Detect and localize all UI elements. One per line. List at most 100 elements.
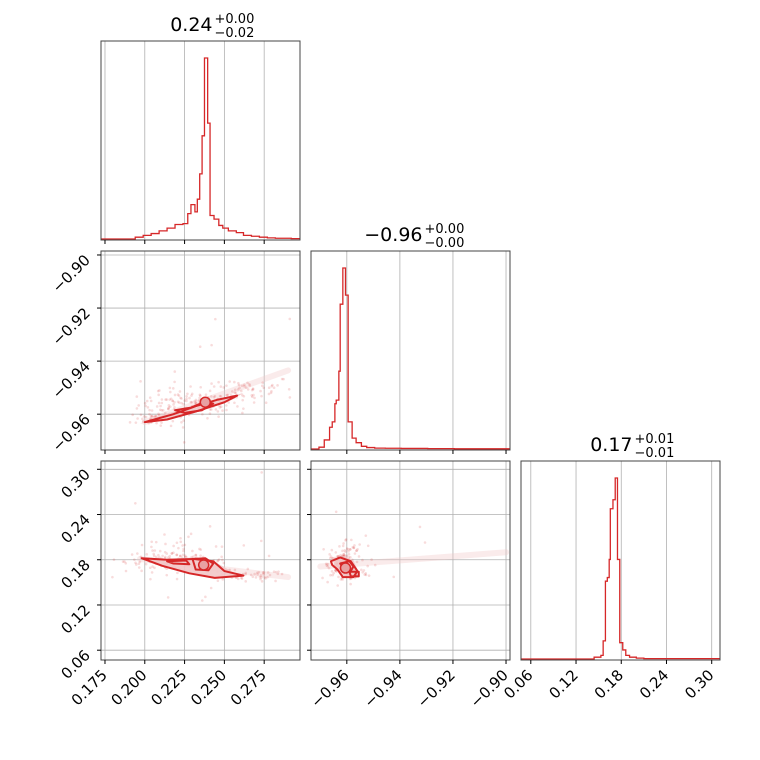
sample-point [259,389,262,393]
sample-point [354,549,358,552]
sample-point [233,388,237,392]
sample-point [249,573,253,577]
sample-point [287,388,291,391]
sample-point [212,395,216,399]
sample-point [233,568,237,572]
sample-point [238,386,241,390]
histogram-title-2: 0.17 +0.01−0.01 [590,432,674,461]
sample-point [192,555,195,558]
sample-point [160,401,164,405]
sample-point [214,545,218,548]
grid-lines [530,461,713,660]
sample-point [253,396,256,400]
sample-point [138,560,142,564]
sample-point [201,412,204,416]
sample-point [145,553,149,556]
sample-point [253,572,256,576]
sample-point [154,414,157,418]
sample-point [185,397,188,401]
sample-point [150,415,154,418]
sample-point [348,547,352,551]
sample-point [112,558,116,561]
sample-point [171,399,174,403]
sample-point [324,562,328,566]
sample-point [128,421,132,424]
sample-point [392,575,396,579]
sample-point [373,563,377,567]
sample-point [342,542,345,545]
sample-point [185,399,188,403]
sample-point [251,387,255,391]
sample-point [244,571,248,575]
sample-point [159,408,162,412]
sample-point [259,574,263,577]
sample-point [236,405,239,408]
sample-point [209,395,213,398]
sample-point [270,384,274,388]
sample-point [226,393,230,397]
sample-point [135,395,139,398]
sample-point [163,550,167,554]
sample-point [180,401,183,405]
contour-peak [197,559,210,571]
sample-point [256,573,259,576]
scatter-panel-2-0 [100,460,301,661]
sample-point [190,394,193,397]
sample-point [179,554,182,558]
sample-point [164,411,167,415]
contour-fill [140,557,241,578]
sample-point [244,573,247,576]
sample-point [124,561,128,565]
sample-point [242,544,246,547]
sample-point [225,408,228,412]
sample-point [199,554,202,557]
sample-point [216,559,219,563]
sample-point [168,554,172,558]
sample-point [181,544,184,547]
sample-point [236,388,240,391]
sample-point [149,577,152,581]
sample-point [210,343,213,347]
sample-point [343,549,347,552]
x-tick-label: 0.18 [591,666,627,702]
sample-point [165,398,169,401]
sample-point [264,401,268,405]
sample-point [208,412,212,415]
sample-point [189,532,193,536]
sample-point [165,573,169,577]
sample-point [240,576,243,580]
sample-point [341,544,345,548]
sample-point [181,553,185,557]
x-tick-label: 0.250 [187,666,230,709]
sample-point [334,551,338,554]
sample-point [210,382,213,385]
sample-point [349,555,352,559]
sample-point [177,546,180,550]
sample-point [338,545,341,548]
sample-point [148,566,152,570]
sample-point [167,406,171,409]
sample-point [266,571,270,574]
sample-point [214,408,218,411]
sample-point [150,540,154,544]
sample-point [175,577,179,581]
title-upper-error: +0.01 [635,432,675,447]
sample-point [361,558,364,562]
sample-point [123,560,126,563]
sample-point [347,550,350,553]
sample-point [227,401,230,404]
contour-line [174,401,215,414]
sample-point [179,396,182,400]
sample-point [111,575,114,579]
sample-point [366,544,370,548]
sample-point [189,385,192,388]
x-tick-label: 0.06 [500,666,536,702]
sample-point [271,383,274,387]
sample-point [217,380,220,384]
sample-point [178,554,182,558]
sample-point [182,547,185,551]
sample-point [334,510,338,514]
sample-point [137,562,141,566]
sample-point [168,405,172,408]
sample-point [152,552,155,556]
